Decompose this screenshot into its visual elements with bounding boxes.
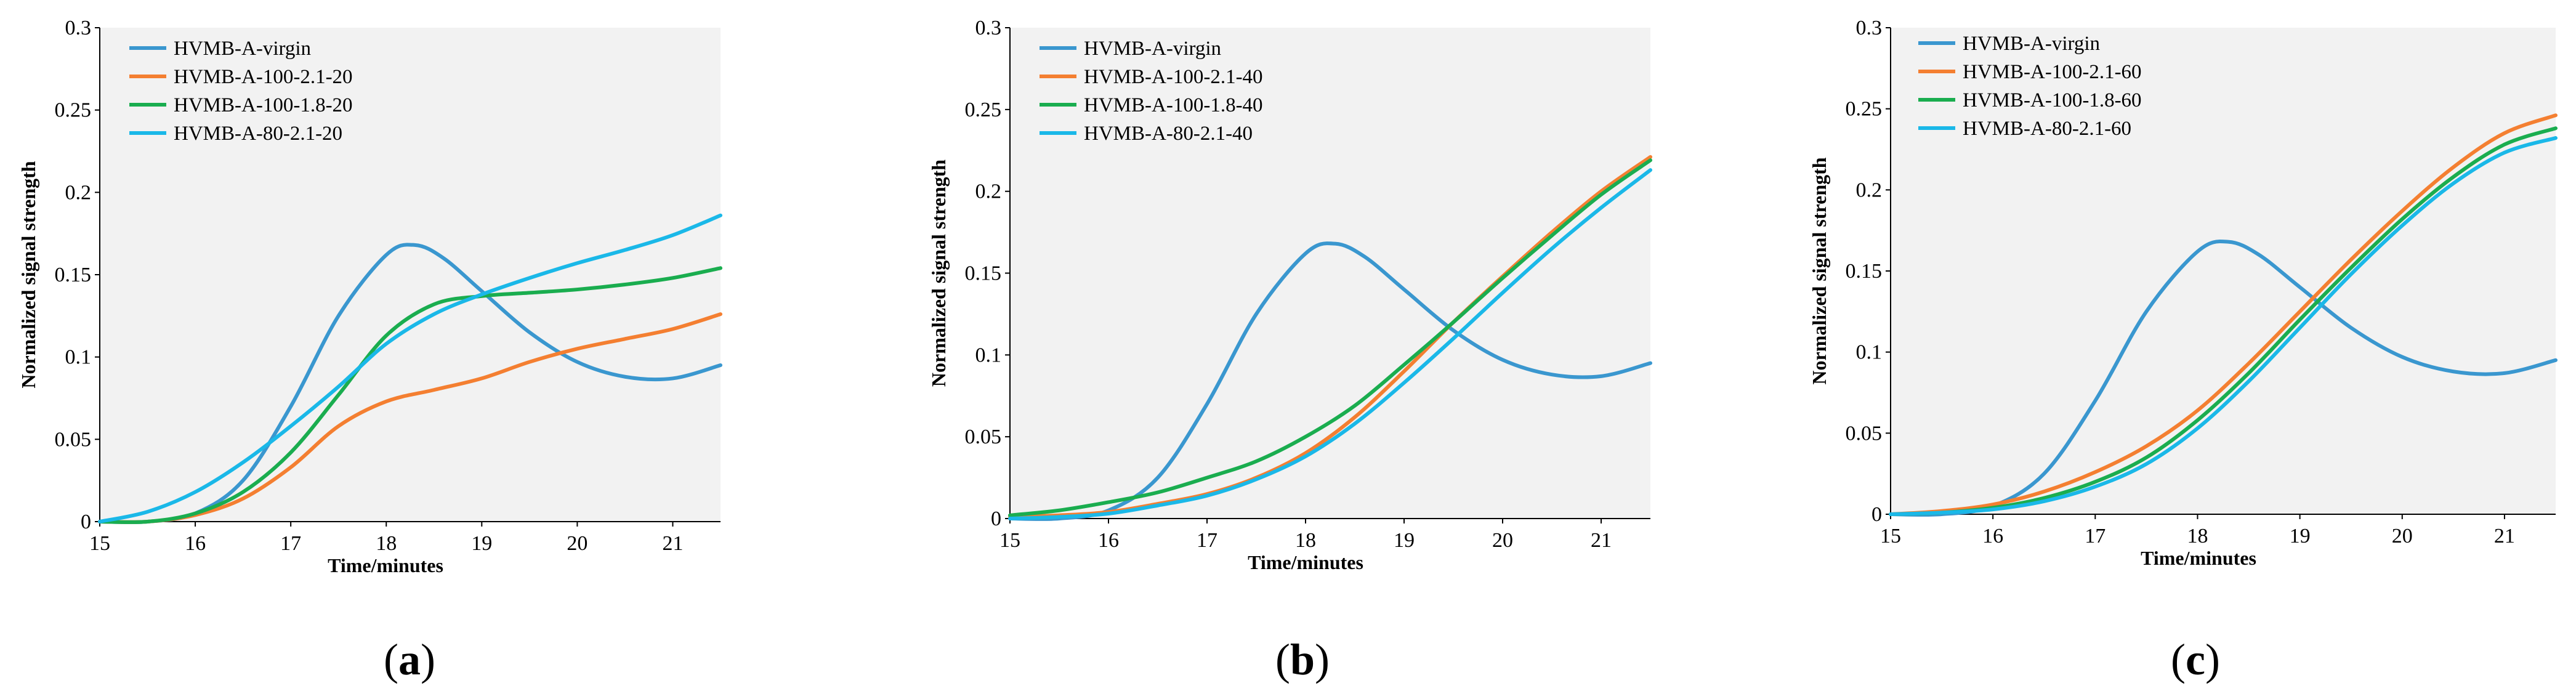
- x-tick-label: 21: [2494, 525, 2515, 547]
- y-tick-label: 0: [1871, 503, 1882, 526]
- chart-panel-a: 0 0.05 0.1 0.15 0.2 0.25 0.3 15 16 17 18 19 20 21 Time…: [17, 17, 722, 684]
- legend-entry: HVMB-A-100-2.1-20: [174, 66, 353, 88]
- x-axis-title: Time/minutes: [328, 554, 443, 576]
- panel-label-paren: ): [1315, 635, 1330, 684]
- series-line-hvmb-a-80-2-1-60: [1889, 136, 2558, 516]
- series-line-hvmb-a-100-1-8-60: [1889, 126, 2558, 516]
- legend-entry: HVMB-A-100-1.8-60: [1963, 89, 2142, 111]
- x-tick-label: 17: [2085, 525, 2106, 547]
- y-tick-label: 0.2: [975, 180, 1002, 203]
- x-tick-label: 19: [2290, 525, 2311, 547]
- y-tick-label: 0.1: [975, 344, 1002, 366]
- panel-label-paren: (: [384, 635, 398, 684]
- x-tick-label: 20: [567, 532, 587, 555]
- x-tick-label: 20: [2392, 525, 2413, 547]
- y-tick-label: 0.3: [1856, 17, 1883, 39]
- chart-panel-b: 0 0.05 0.1 0.15 0.2 0.25 0.3 15 16 17 18 19 20 21 Time…: [927, 17, 1652, 684]
- y-tick-label: 0.05: [1846, 422, 1883, 445]
- x-tick-label: 20: [1492, 529, 1513, 552]
- legend-entry: HVMB-A-virgin: [1963, 33, 2100, 55]
- legend-entry: HVMB-A-100-2.1-40: [1084, 66, 1263, 88]
- y-tick-label: 0.15: [55, 264, 92, 286]
- y-tick-label: 0.25: [965, 99, 1002, 121]
- x-tick-label: 21: [662, 532, 683, 555]
- panel-label: (a): [384, 635, 435, 684]
- x-tick-label: 15: [89, 532, 110, 555]
- legend-entry: HVMB-A-80-2.1-40: [1084, 123, 1253, 145]
- legend: HVMB-A-virgin HVMB-A-100-2.1-60 HVMB-A-100…: [1918, 33, 2142, 140]
- series-line-hvmb-a-100-1-8-20: [98, 266, 722, 524]
- panel-label-letter: c: [2186, 635, 2205, 684]
- panel-label: (c): [2171, 635, 2220, 684]
- y-tick-label: 0.3: [975, 17, 1002, 39]
- x-tick-label: 16: [1098, 529, 1119, 552]
- x-tick-label: 18: [2187, 525, 2208, 547]
- x-axis-title: Time/minutes: [1248, 551, 1363, 573]
- panel-label-paren: ): [421, 635, 435, 684]
- y-tick-label: 0.15: [1846, 260, 1883, 283]
- x-tick-label: 17: [1197, 529, 1217, 552]
- x-tick-label: 17: [280, 532, 301, 555]
- x-axis-title: Time/minutes: [2141, 547, 2256, 569]
- y-tick-label: 0: [991, 507, 1001, 530]
- y-tick-label: 0.1: [65, 346, 92, 369]
- legend-entry: HVMB-A-100-1.8-40: [1084, 94, 1263, 116]
- plot-area: [100, 28, 721, 522]
- x-tick-label: 16: [1982, 525, 2003, 547]
- x-tick-label: 19: [1394, 529, 1415, 552]
- panel-label-paren: ): [2205, 635, 2220, 684]
- y-tick-label: 0.05: [55, 428, 92, 451]
- y-tick-label: 0.05: [965, 426, 1002, 448]
- panel-label: (b): [1275, 635, 1330, 684]
- x-tick-label: 16: [185, 532, 206, 555]
- legend-entry: HVMB-A-80-2.1-20: [174, 123, 342, 145]
- series-line-hvmb-a-virgin: [98, 243, 722, 524]
- series-line-hvmb-a-100-2-1-60: [1889, 113, 2558, 516]
- panel-label-paren: (: [2171, 635, 2186, 684]
- x-tick-label: 18: [1295, 529, 1316, 552]
- x-tick-label: 15: [1880, 525, 1901, 547]
- panel-label-letter: b: [1290, 635, 1315, 684]
- y-tick-label: 0.3: [65, 17, 92, 39]
- legend-entry: HVMB-A-virgin: [174, 38, 311, 60]
- legend: HVMB-A-virgin HVMB-A-100-2.1-20 HVMB-A-100…: [129, 38, 353, 145]
- y-tick-label: 0: [81, 511, 91, 533]
- y-tick-label: 0.2: [65, 181, 92, 204]
- legend-entry: HVMB-A-100-2.1-60: [1963, 61, 2142, 83]
- y-tick-label: 0.25: [1846, 98, 1883, 121]
- y-tick-label: 0.1: [1856, 341, 1883, 364]
- series-line-hvmb-a-80-2-1-40: [1008, 168, 1652, 520]
- y-tick-label: 0.15: [965, 262, 1002, 285]
- x-tick-label: 18: [376, 532, 397, 555]
- x-tick-label: 19: [471, 532, 492, 555]
- y-tick-label: 0.2: [1856, 179, 1883, 201]
- y-axis-title: Normalized signal strength: [1808, 157, 1830, 384]
- series-line-hvmb-a-100-2-1-20: [98, 312, 722, 524]
- panel-label-letter: a: [398, 635, 421, 684]
- y-tick-label: 0.25: [55, 99, 92, 122]
- x-tick-label: 21: [1591, 529, 1612, 552]
- legend-entry: HVMB-A-80-2.1-60: [1963, 118, 2131, 140]
- legend-entry: HVMB-A-virgin: [1084, 38, 1221, 60]
- panel-label-paren: (: [1275, 635, 1290, 684]
- series-line-hvmb-a-virgin: [1889, 240, 2558, 517]
- series-line-hvmb-a-80-2-1-20: [98, 213, 722, 523]
- plot-area: [1891, 28, 2556, 514]
- x-tick-label: 15: [999, 529, 1020, 552]
- legend-entry: HVMB-A-100-1.8-20: [174, 94, 353, 116]
- y-axis-title: Normalized signal strength: [17, 161, 39, 388]
- y-axis-title: Normalized signal strength: [927, 160, 950, 387]
- chart-panel-c: 0 0.05 0.1 0.15 0.2 0.25 0.3 15 16 17 18 19 20 21 Time…: [1808, 17, 2558, 684]
- legend: HVMB-A-virgin HVMB-A-100-2.1-40 HVMB-A-100…: [1040, 38, 1263, 145]
- series-line-hvmb-a-100-1-8-40: [1008, 158, 1652, 517]
